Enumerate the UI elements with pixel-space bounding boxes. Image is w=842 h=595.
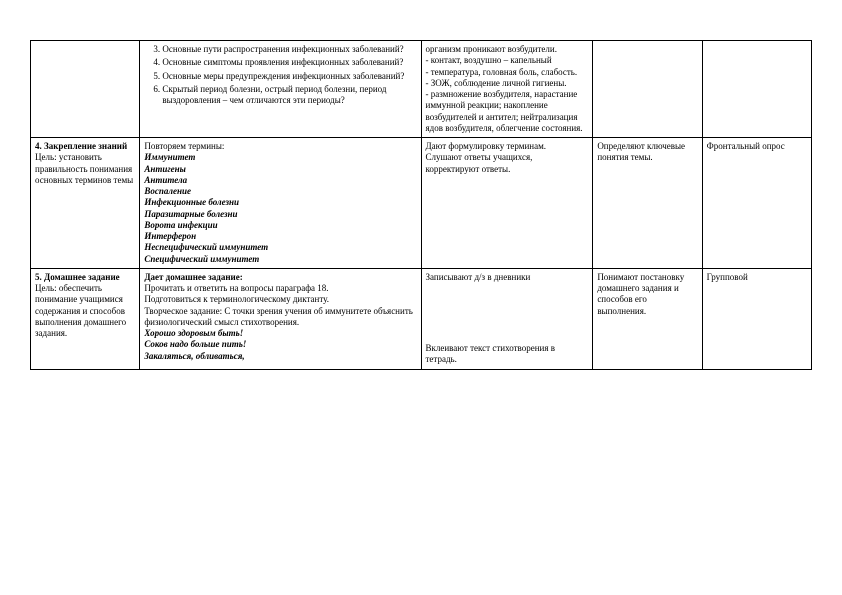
term: Неспецифический иммунитет [144,242,268,252]
cell-form [702,41,811,138]
text-line: Прочитать и ответить на вопросы параграф… [144,283,328,293]
text-line: Творческое задание: С точки зрения учени… [144,306,413,327]
poem-line: Соков надо больше пить! [144,339,246,349]
lesson-plan-table: Основные пути распространения инфекционн… [30,40,812,370]
term: Антитела [144,175,187,185]
cell-form: Фронтальный опрос [702,138,811,269]
poem-line: Хорошо здоровым быть! [144,328,243,338]
text-line: Подготовиться к терминологическому дикта… [144,294,329,304]
cell-teacher-activity: Повторяем термины: Иммунитет Антигены Ан… [140,138,421,269]
poem-line: Закаляться, обливаться, [144,351,244,361]
term: Ворота инфекции [144,220,217,230]
table-row: Основные пути распространения инфекционн… [31,41,812,138]
stage-title: 5. Домашнее задание [35,272,120,282]
text-line: Вклеивают текст стихотворения в тетрадь. [426,343,589,366]
text-line: Записывают д/з в дневники [426,272,589,283]
text-line: Повторяем термины: [144,141,224,151]
table-row: 4. Закрепление знаний Цель: установить п… [31,138,812,269]
text-line: - ЗОЖ, соблюдение личной гигиены. [426,78,589,89]
list-item: Скрытый период болезни, острый период бо… [162,84,416,107]
cell-stage: 5. Домашнее задание Цель: обеспечить пон… [31,268,140,369]
list-item: Основные пути распространения инфекционн… [162,44,416,55]
text-line: - температура, головная боль, слабость. [426,67,589,78]
question-list: Основные пути распространения инфекционн… [144,44,416,106]
list-item: Основные симптомы проявления инфекционны… [162,57,416,68]
text-line: организм проникают возбудители. [426,44,589,55]
cell-teacher-activity: Основные пути распространения инфекционн… [140,41,421,138]
stage-goal: Цель: установить правильность понимания … [35,152,133,185]
stage-goal: Цель: обеспечить понимание учащимися сод… [35,283,126,338]
term: Интерферон [144,231,196,241]
table-row: 5. Домашнее задание Цель: обеспечить пон… [31,268,812,369]
text-line: Дает домашнее задание: [144,272,242,282]
cell-result: Понимают постановку домашнего задания и … [593,268,702,369]
text-line: - размножение возбудителя, нарастание им… [426,89,589,134]
cell-result [593,41,702,138]
term: Воспаление [144,186,191,196]
term: Антигены [144,164,186,174]
term: Иммунитет [144,152,195,162]
cell-form: Групповой [702,268,811,369]
term: Специфический иммунитет [144,254,259,264]
term: Паразитарные болезни [144,209,237,219]
document-page: Основные пути распространения инфекционн… [0,0,842,595]
cell-student-activity: организм проникают возбудители. - контак… [421,41,593,138]
cell-stage: 4. Закрепление знаний Цель: установить п… [31,138,140,269]
cell-teacher-activity: Дает домашнее задание: Прочитать и ответ… [140,268,421,369]
cell-student-activity: Записывают д/з в дневники Вклеивают текс… [421,268,593,369]
term: Инфекционные болезни [144,197,239,207]
list-item: Основные меры предупреждения инфекционны… [162,71,416,82]
cell-stage [31,41,140,138]
text-line: - контакт, воздушно – капельный [426,55,589,66]
cell-result: Определяют ключевые понятия темы. [593,138,702,269]
stage-title: 4. Закрепление знаний [35,141,127,151]
cell-student-activity: Дают формулировку терминам. Слушают отве… [421,138,593,269]
